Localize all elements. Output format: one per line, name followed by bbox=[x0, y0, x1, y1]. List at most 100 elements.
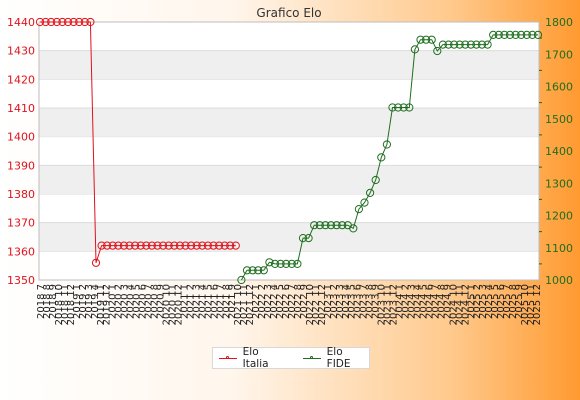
series-line-italia bbox=[40, 21, 236, 263]
y-right-tick-label: 1500 bbox=[545, 113, 573, 126]
x-tick-label: 2023 3 bbox=[335, 284, 346, 319]
data-point-fide bbox=[416, 35, 425, 44]
x-tick-label: 2020 4 bbox=[126, 284, 137, 319]
data-point-italia bbox=[170, 241, 179, 250]
data-point-fide bbox=[461, 40, 470, 49]
x-tick-label: 2022 10 bbox=[305, 284, 316, 325]
x-tick-label: 2021 6 bbox=[209, 284, 220, 319]
data-point-fide bbox=[270, 259, 280, 268]
data-point-fide bbox=[500, 30, 509, 40]
x-tick-label: 2024 6 bbox=[424, 284, 435, 319]
data-point-italia bbox=[198, 241, 207, 250]
plot-frame bbox=[38, 21, 540, 281]
x-tick-label: 2021 11 bbox=[239, 284, 250, 325]
x-tick-label: 2023 5 bbox=[347, 284, 358, 319]
data-point-italia bbox=[209, 241, 218, 250]
x-tick-label: 2024 4 bbox=[412, 284, 423, 319]
y-left-tick-label: 1400 bbox=[7, 131, 35, 144]
x-tick-label: 2025 4 bbox=[484, 284, 495, 319]
y-left-tick-label: 1350 bbox=[7, 274, 35, 287]
data-point-fide bbox=[265, 258, 274, 267]
x-tick-label: 2021 8 bbox=[221, 284, 232, 319]
y-left-tick-label: 1440 bbox=[7, 16, 35, 29]
x-tick-label: 2024 3 bbox=[407, 284, 418, 319]
grid-band bbox=[39, 50, 539, 80]
data-point-fide bbox=[287, 259, 296, 268]
data-point-fide bbox=[533, 30, 543, 40]
x-tick-label: 2020 11 bbox=[167, 284, 178, 325]
x-tick-label: 2024 1 bbox=[395, 284, 406, 319]
legend-item-fide: Elo FIDE bbox=[303, 346, 369, 370]
data-point-fide bbox=[310, 221, 319, 230]
y-right-tick-label: 1600 bbox=[545, 81, 573, 94]
data-point-fide bbox=[477, 40, 487, 49]
x-tick-label: 2025 10 bbox=[520, 284, 531, 325]
x-tick-label: 2025 11 bbox=[526, 284, 537, 325]
data-point-fide bbox=[405, 103, 414, 112]
x-tick-label: 2019 2 bbox=[78, 284, 89, 319]
x-tick-label: 2023 7 bbox=[359, 284, 370, 319]
data-point-italia bbox=[63, 17, 73, 27]
y-right-tick-label: 1100 bbox=[545, 242, 573, 255]
y-right-tick-label: 1300 bbox=[545, 177, 573, 190]
data-point-fide bbox=[360, 198, 369, 207]
data-point-italia bbox=[203, 241, 212, 250]
x-tick-label: 2022 11 bbox=[311, 284, 322, 325]
data-point-fide bbox=[450, 40, 459, 49]
data-point-italia bbox=[108, 241, 117, 250]
x-tick-label: 2023 10 bbox=[377, 284, 388, 325]
x-tick-label: 2025 3 bbox=[478, 284, 489, 319]
data-point-fide bbox=[489, 30, 498, 40]
y-left-tick-label: 1370 bbox=[7, 217, 35, 230]
x-tick-label: 2025 1 bbox=[466, 284, 477, 319]
series-line-fide bbox=[240, 34, 538, 281]
data-point-fide bbox=[304, 234, 313, 243]
x-tick-label: 2024 12 bbox=[460, 284, 471, 325]
grid-band bbox=[39, 222, 539, 252]
legend-item-italia: Elo Italia bbox=[219, 346, 287, 370]
x-tick-label: 2018 11 bbox=[60, 284, 71, 325]
data-point-fide bbox=[444, 40, 453, 49]
data-point-fide bbox=[382, 140, 391, 149]
x-tick-label: 2019 3 bbox=[84, 284, 95, 319]
x-tick-label: 2022 3 bbox=[263, 284, 274, 319]
x-tick-label: 2024 10 bbox=[448, 284, 459, 325]
x-tick-label: 2021 7 bbox=[215, 284, 226, 319]
data-point-fide bbox=[298, 234, 308, 243]
data-point-italia bbox=[52, 17, 61, 27]
x-tick-label: 2021 1 bbox=[179, 284, 190, 319]
x-tick-label: 2024 11 bbox=[454, 284, 465, 325]
chart-title: Grafico Elo bbox=[256, 6, 321, 20]
x-tick-label: 2023 4 bbox=[341, 284, 352, 319]
x-tick-label: 2023 6 bbox=[353, 284, 364, 319]
x-tick-label: 2019 4 bbox=[90, 284, 101, 319]
x-tick-label: 2024 9 bbox=[442, 284, 453, 319]
x-tick-label: 2018 10 bbox=[54, 284, 65, 325]
x-tick-label: 2021 3 bbox=[191, 284, 202, 319]
x-tick-label: 2020 10 bbox=[161, 284, 172, 325]
data-point-italia bbox=[142, 241, 151, 250]
x-tick-label: 2025 9 bbox=[514, 284, 525, 319]
data-point-fide bbox=[242, 266, 252, 275]
x-tick-label: 2025 6 bbox=[496, 284, 507, 319]
legend-label-fide: Elo FIDE bbox=[326, 346, 351, 370]
data-point-fide bbox=[394, 103, 403, 112]
data-point-italia bbox=[187, 241, 196, 250]
legend: Elo Italia Elo FIDE bbox=[212, 346, 370, 370]
y-left-tick-label: 1410 bbox=[7, 102, 35, 115]
y-left-tick-label: 1360 bbox=[7, 245, 35, 258]
x-tick-label: 2025 12 bbox=[532, 284, 543, 325]
data-point-fide bbox=[371, 175, 380, 185]
y-left-tick-label: 1380 bbox=[7, 188, 35, 201]
legend-label-italia: Elo Italia bbox=[242, 346, 269, 370]
data-point-fide bbox=[237, 275, 246, 285]
legend-swatch-italia bbox=[219, 353, 237, 363]
data-point-fide bbox=[276, 259, 285, 268]
data-point-italia bbox=[226, 241, 235, 250]
data-point-italia bbox=[159, 241, 168, 250]
data-point-italia bbox=[58, 17, 67, 27]
data-point-fide bbox=[466, 40, 475, 49]
y-left-tick-label: 1430 bbox=[7, 45, 35, 58]
y-left-tick-label: 1420 bbox=[7, 73, 35, 86]
x-tick-label: 2020 8 bbox=[150, 284, 161, 319]
